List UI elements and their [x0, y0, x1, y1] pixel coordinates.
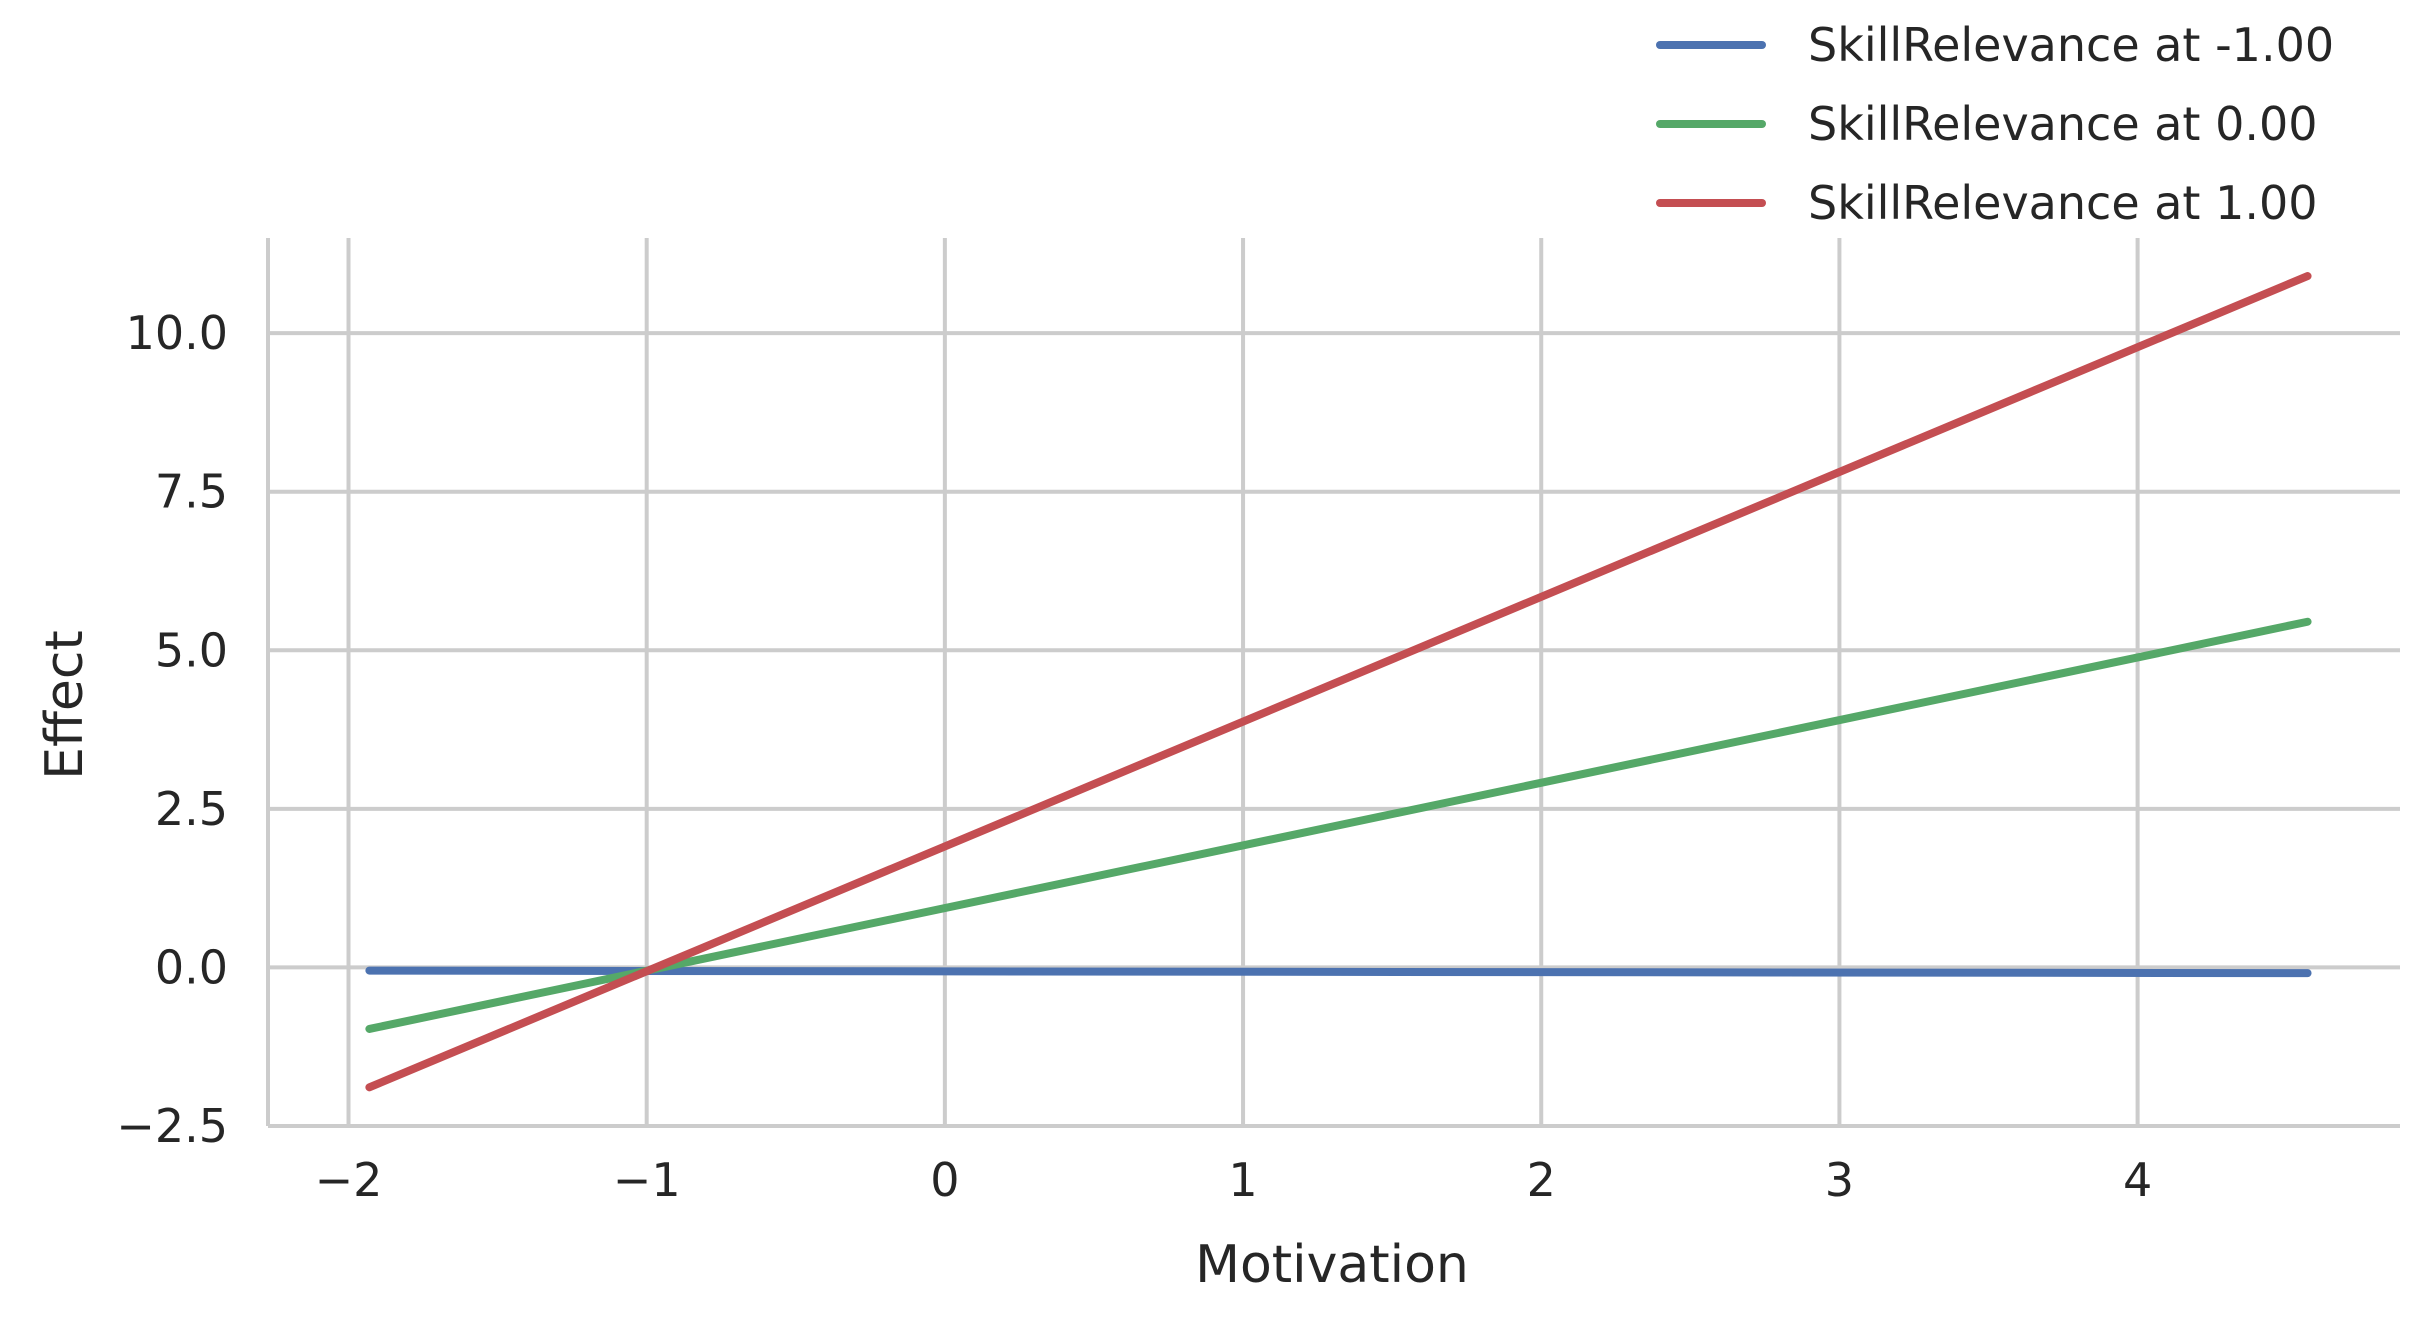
- y-tick-label: −2.5: [116, 1099, 228, 1153]
- y-axis-label: Effect: [35, 630, 95, 780]
- y-tick-label: 7.5: [155, 465, 228, 519]
- y-tick-label: 5.0: [155, 623, 228, 677]
- legend-label: SkillRelevance at -1.00: [1808, 18, 2334, 72]
- y-tick-label: 2.5: [155, 782, 228, 836]
- x-tick-label: 0: [930, 1153, 959, 1207]
- legend-label: SkillRelevance at 1.00: [1808, 176, 2318, 230]
- series-line-1: [365, 617, 2312, 1033]
- x-tick-label: 3: [1825, 1153, 1854, 1207]
- series-line-2: [365, 272, 2312, 1092]
- x-tick-label: 2: [1527, 1153, 1556, 1207]
- axis-spines: [266, 238, 2400, 1128]
- x-tick-label: −2: [315, 1153, 383, 1207]
- x-tick-label: 1: [1228, 1153, 1257, 1207]
- grid-lines: [268, 238, 2400, 1128]
- y-tick-label: 0.0: [155, 940, 228, 994]
- x-tick-label: 4: [2123, 1153, 2152, 1207]
- series-line-0: [365, 966, 2312, 978]
- series-lines: [365, 272, 2312, 1092]
- x-axis-label: Motivation: [1195, 1235, 1469, 1295]
- legend-label: SkillRelevance at 0.00: [1808, 97, 2318, 151]
- legend: SkillRelevance at -1.00 SkillRelevance at…: [1656, 18, 2334, 230]
- x-tick-label: −1: [613, 1153, 681, 1207]
- tick-labels: −2 −1 0 1 2 3 4 −2.5 0.0 2.5 5.0 7.5 10.0: [116, 306, 2152, 1207]
- y-tick-label: 10.0: [126, 306, 228, 360]
